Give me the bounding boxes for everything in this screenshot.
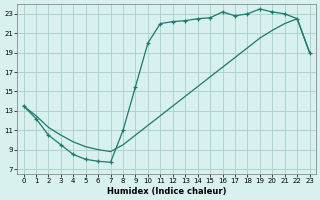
- X-axis label: Humidex (Indice chaleur): Humidex (Indice chaleur): [107, 187, 226, 196]
